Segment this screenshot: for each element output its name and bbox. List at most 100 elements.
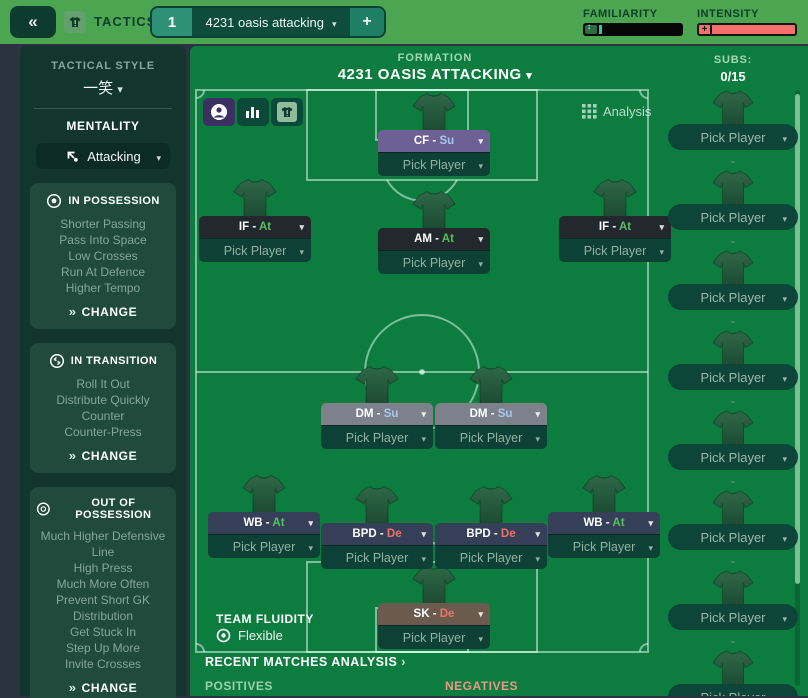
instruction-item: Invite Crosses	[64, 657, 142, 671]
instruction-list: Shorter Passing Pass Into Space Low Cros…	[36, 216, 170, 296]
tactic-name-dropdown[interactable]: 4231 oasis attacking	[192, 8, 350, 36]
player-view-button[interactable]	[203, 98, 235, 126]
top-bar: « TACTICS 1 4231 oasis attacking + FAMIL…	[0, 0, 808, 44]
pick-player-dropdown[interactable]: Pick Player	[668, 204, 798, 230]
chevron-down-icon	[308, 517, 313, 529]
pick-player-dropdown[interactable]: Pick Player	[378, 250, 490, 274]
pick-player-dropdown[interactable]: Pick Player	[668, 604, 798, 630]
role-dropdown[interactable]: SK - De	[378, 603, 490, 625]
instruction-item: Run At Defence	[60, 265, 146, 279]
instruction-item: Higher Tempo	[65, 281, 141, 295]
scrollbar-thumb[interactable]	[795, 94, 800, 584]
kit-view-button[interactable]	[271, 98, 303, 126]
jersey-icon	[281, 107, 293, 117]
chevron-down-icon	[782, 370, 787, 385]
role-label: SK - De	[413, 608, 455, 620]
chevron-down-icon	[421, 408, 426, 420]
intensity-meter: +	[697, 23, 797, 36]
tactical-style-value: 一笑	[83, 80, 114, 97]
chevron-down-icon	[782, 690, 787, 697]
pick-player-dropdown[interactable]: Pick Player	[199, 238, 311, 262]
pick-player-label: Pick Player	[345, 430, 409, 445]
role-dropdown[interactable]: DM - Su	[435, 403, 547, 425]
empty-sub-marker: -	[731, 474, 735, 488]
pick-player-dropdown[interactable]: Pick Player	[435, 425, 547, 449]
pick-player-dropdown[interactable]: Pick Player	[378, 152, 490, 176]
chevron-down-icon	[421, 551, 426, 565]
chevron-down-icon	[156, 149, 161, 164]
instruction-item: Get Stuck In	[69, 625, 137, 639]
pick-player-dropdown[interactable]: Pick Player	[435, 545, 547, 569]
chevron-down-icon	[648, 517, 653, 529]
tactic-tab-group: 1 4231 oasis attacking +	[150, 6, 386, 38]
role-dropdown[interactable]: IF - At	[199, 216, 311, 238]
pick-player-dropdown[interactable]: Pick Player	[668, 684, 798, 696]
instruction-item: High Press	[73, 561, 133, 575]
chevron-down-icon	[332, 15, 337, 30]
pick-player-dropdown[interactable]: Pick Player	[559, 238, 671, 262]
pick-player-dropdown[interactable]: Pick Player	[548, 534, 660, 558]
mentality-arrow-icon	[67, 151, 78, 162]
empty-sub-marker: -	[731, 154, 735, 168]
chevron-down-icon	[526, 66, 532, 83]
role-dropdown[interactable]: IF - At	[559, 216, 671, 238]
jersey-icon	[355, 485, 399, 527]
tactical-style-dropdown[interactable]: 一笑	[20, 77, 186, 98]
role-dropdown[interactable]: WB - At	[548, 512, 660, 534]
tactic-tab-number[interactable]: 1	[152, 8, 192, 36]
mentality-value: Attacking	[87, 148, 141, 164]
role-dropdown[interactable]: WB - At	[208, 512, 320, 534]
pick-player-dropdown[interactable]: Pick Player	[208, 534, 320, 558]
instruction-list: Roll It Out Distribute Quickly Counter C…	[36, 376, 170, 440]
add-tactic-button[interactable]: +	[350, 8, 384, 36]
change-in-transition-button[interactable]: » CHANGE	[68, 448, 138, 463]
role-dropdown[interactable]: AM - At	[378, 228, 490, 250]
grid-icon	[582, 103, 597, 119]
pick-player-dropdown[interactable]: Pick Player	[668, 444, 798, 470]
pick-player-dropdown[interactable]: Pick Player	[668, 284, 798, 310]
target-icon	[216, 628, 231, 643]
role-dropdown[interactable]: BPD - De	[321, 523, 433, 545]
chevron-down-icon	[308, 540, 313, 554]
pick-player-dropdown[interactable]: Pick Player	[668, 364, 798, 390]
role-dropdown[interactable]: BPD - De	[435, 523, 547, 545]
chevron-right-icon: ›	[401, 655, 406, 669]
chevron-down-icon	[478, 256, 483, 270]
pick-player-dropdown[interactable]: Pick Player	[668, 124, 798, 150]
stats-view-button[interactable]	[237, 98, 269, 126]
familiarity-progress	[599, 25, 602, 34]
chevron-down-icon	[421, 431, 426, 445]
role-dropdown[interactable]: CF - Su	[378, 130, 490, 152]
pick-player-dropdown[interactable]: Pick Player	[321, 545, 433, 569]
empty-sub-marker: -	[731, 234, 735, 248]
chevron-down-icon	[782, 290, 787, 305]
formation-value: 4231 OASIS ATTACKING	[337, 66, 522, 83]
formation-dropdown[interactable]: 4231 OASIS ATTACKING	[190, 66, 680, 83]
analysis-button[interactable]: Analysis	[582, 100, 674, 122]
pick-player-label: Pick Player	[459, 430, 523, 445]
intensity-plus-icon: +	[699, 25, 712, 35]
instruction-item: Much More Often	[56, 577, 150, 591]
chevron-down-icon	[117, 80, 123, 97]
chevron-down-icon	[478, 631, 483, 645]
ball-outline-icon	[36, 502, 50, 516]
change-out-of-possession-button[interactable]: » CHANGE	[68, 680, 138, 695]
change-in-possession-button[interactable]: » CHANGE	[68, 304, 138, 319]
pick-player-dropdown[interactable]: Pick Player	[321, 425, 433, 449]
subs-label: SUBS:	[713, 54, 753, 66]
sub-slot-6: Pick Player -	[668, 490, 798, 568]
instruction-item: Low Crosses	[68, 249, 138, 263]
tactic-name-label: 4231 oasis attacking	[205, 14, 324, 30]
chevron-down-icon	[782, 610, 787, 625]
jersey-icon	[582, 474, 626, 516]
chevron-down-icon	[299, 244, 304, 258]
role-dropdown[interactable]: DM - Su	[321, 403, 433, 425]
mentality-dropdown[interactable]: Attacking	[36, 143, 170, 169]
back-button[interactable]: «	[10, 6, 56, 38]
sub-slot-8: Pick Player -	[668, 650, 798, 696]
instruction-item: Prevent Short GK Distribution	[55, 593, 151, 623]
chevron-down-icon	[782, 530, 787, 545]
pick-player-dropdown[interactable]: Pick Player	[668, 524, 798, 550]
recent-matches-analysis-link[interactable]: RECENT MATCHES ANALYSIS ›	[205, 655, 406, 669]
pick-player-dropdown[interactable]: Pick Player	[378, 625, 490, 649]
